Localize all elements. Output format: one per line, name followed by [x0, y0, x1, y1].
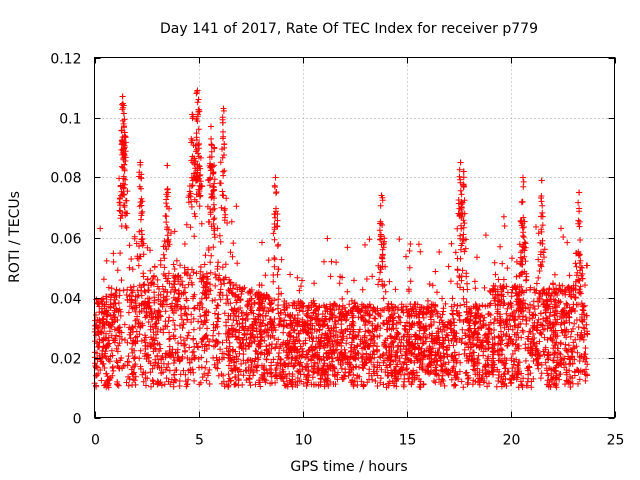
x-tick-label: 15: [399, 433, 417, 449]
x-tick-label: 0: [91, 433, 100, 449]
scatter-peak-point: [538, 177, 545, 184]
y-tick-label: 0.06: [50, 232, 81, 248]
scatter-peak-point: [120, 102, 127, 109]
chart-title: Day 141 of 2017, Rate Of TEC Index for r…: [160, 21, 538, 37]
scatter-series-points: [91, 87, 591, 391]
y-axis-title: ROTI / TECUs: [7, 191, 23, 283]
scatter-peak-point: [195, 96, 202, 103]
y-tick-label: 0.08: [50, 171, 81, 187]
y-tick-label: 0.04: [50, 292, 81, 308]
scatter-peak-point: [121, 129, 128, 136]
scatter-peak-point: [457, 159, 464, 166]
x-tick-label: 5: [195, 433, 204, 449]
y-tick-label: 0.1: [59, 112, 81, 128]
data-points: [91, 87, 591, 391]
scatter-peak-point: [272, 174, 279, 181]
scatter-peak-point: [576, 189, 583, 196]
scatter-peak-point: [119, 93, 126, 100]
y-tick-label: 0.12: [50, 52, 81, 68]
y-tick-label: 0.02: [50, 352, 81, 368]
y-tick-label: 0: [73, 412, 82, 428]
scatter-peak-point: [194, 87, 201, 94]
scatter-peak-point: [137, 159, 144, 166]
scatter-peak-point: [207, 123, 214, 130]
plot-frame: [94, 57, 615, 418]
x-tick-label: 25: [607, 433, 625, 449]
scatter-peak-point: [164, 162, 171, 169]
scatter-peak-point: [460, 168, 467, 175]
x-tick-label: 20: [503, 433, 521, 449]
scatter-peak-point: [211, 144, 218, 151]
scatter-peak-point: [378, 192, 385, 199]
scatter-peak-point: [220, 105, 227, 112]
scatter-peak-point: [519, 174, 526, 181]
scatter-peak-point: [189, 111, 196, 118]
x-tick-label: 10: [295, 433, 313, 449]
x-axis: 0 5 10 15 20 25: [91, 57, 625, 449]
y-axis: 0 0.02 0.04 0.06 0.08 0.1 0.12: [50, 52, 615, 428]
x-axis-title: GPS time / hours: [290, 459, 407, 475]
